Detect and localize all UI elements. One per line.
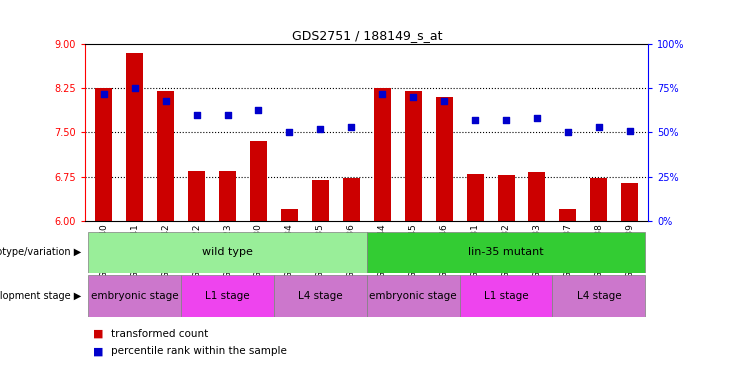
Text: GSM147330: GSM147330 [254, 223, 263, 278]
Text: embryonic stage: embryonic stage [370, 291, 457, 301]
Bar [281, 209, 298, 221]
Bar [274, 275, 367, 317]
Bar [373, 88, 391, 221]
Point [284, 129, 296, 136]
Point [408, 94, 419, 100]
Point [438, 98, 450, 104]
Point [314, 126, 326, 132]
Text: embryonic stage: embryonic stage [91, 291, 179, 301]
Bar [96, 88, 113, 221]
Bar [591, 179, 608, 221]
Bar [405, 91, 422, 221]
Bar [528, 172, 545, 221]
Text: GSM147339: GSM147339 [625, 223, 634, 278]
Text: GSM146422: GSM146422 [192, 223, 201, 278]
Bar [467, 174, 484, 221]
Bar [250, 141, 267, 221]
Text: GSM147332: GSM147332 [502, 223, 511, 278]
Text: GSM147346: GSM147346 [439, 223, 448, 278]
Text: GSM147345: GSM147345 [409, 223, 418, 278]
Point [531, 115, 543, 121]
Text: ■: ■ [93, 346, 107, 356]
Text: GSM147337: GSM147337 [563, 223, 573, 278]
Text: GSM147333: GSM147333 [533, 223, 542, 278]
Point [562, 129, 574, 136]
Text: GSM147331: GSM147331 [471, 223, 479, 278]
Bar [553, 275, 645, 317]
Bar [621, 182, 638, 221]
Point [129, 85, 141, 91]
Text: GSM147335: GSM147335 [316, 223, 325, 278]
Bar [459, 275, 553, 317]
Point [98, 91, 110, 97]
Text: GSM147341: GSM147341 [130, 223, 139, 278]
Bar [367, 232, 645, 273]
Text: GSM147340: GSM147340 [99, 223, 108, 278]
Point [190, 112, 202, 118]
Bar [312, 180, 329, 221]
Text: wild type: wild type [202, 247, 253, 258]
Bar [157, 91, 174, 221]
Text: percentile rank within the sample: percentile rank within the sample [111, 346, 287, 356]
Text: lin-35 mutant: lin-35 mutant [468, 247, 544, 258]
Text: L4 stage: L4 stage [298, 291, 342, 301]
Bar [219, 171, 236, 221]
Point [500, 117, 512, 123]
Bar [497, 175, 514, 221]
Point [253, 106, 265, 113]
Bar [88, 232, 367, 273]
Text: development stage ▶: development stage ▶ [0, 291, 82, 301]
Point [222, 112, 233, 118]
Bar [436, 97, 453, 221]
Point [469, 117, 481, 123]
Text: ■: ■ [93, 329, 107, 339]
Point [624, 127, 636, 134]
Text: transformed count: transformed count [111, 329, 208, 339]
Text: GSM147334: GSM147334 [285, 223, 294, 278]
Point [593, 124, 605, 130]
Text: L1 stage: L1 stage [205, 291, 250, 301]
Bar [367, 275, 459, 317]
Text: GSM147342: GSM147342 [161, 223, 170, 278]
Text: L4 stage: L4 stage [576, 291, 621, 301]
Text: GSM147338: GSM147338 [594, 223, 603, 278]
Bar [188, 171, 205, 221]
Bar [181, 275, 274, 317]
Point [345, 124, 357, 130]
Text: genotype/variation ▶: genotype/variation ▶ [0, 247, 82, 258]
Point [160, 98, 172, 104]
Bar [88, 275, 181, 317]
Bar [559, 209, 576, 221]
Text: GSM147344: GSM147344 [378, 223, 387, 278]
Bar [126, 53, 143, 221]
Text: GSM147336: GSM147336 [347, 223, 356, 278]
Text: GSM146423: GSM146423 [223, 223, 232, 278]
Text: L1 stage: L1 stage [484, 291, 528, 301]
Bar [343, 179, 360, 221]
Point [376, 91, 388, 97]
Title: GDS2751 / 188149_s_at: GDS2751 / 188149_s_at [291, 28, 442, 41]
